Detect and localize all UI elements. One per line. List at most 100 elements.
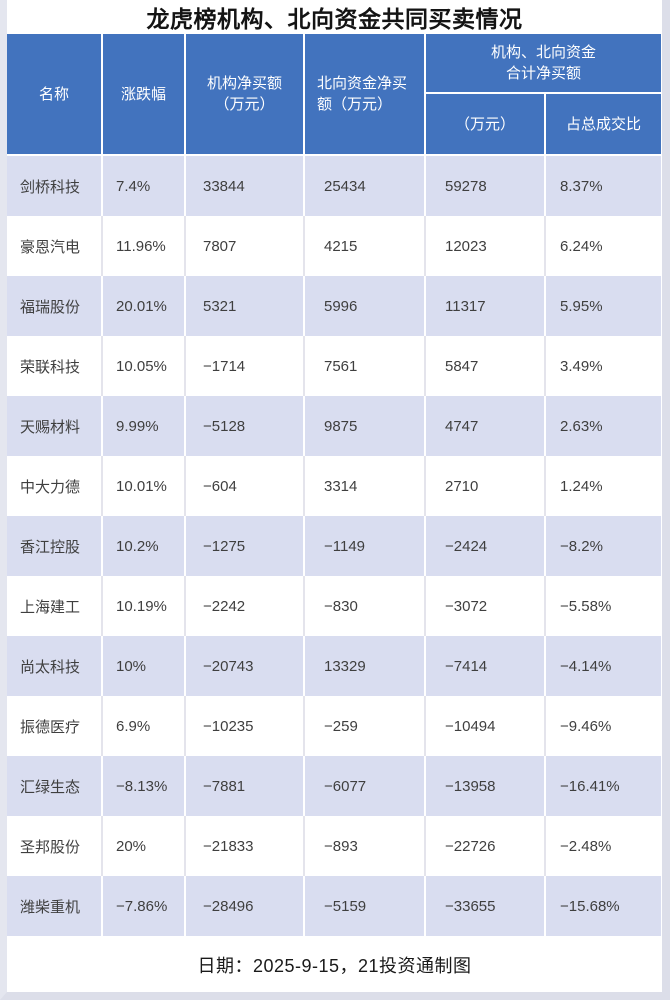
table-row: 天赐材料 9.99% −5128 9875 4747 2.63% (7, 396, 662, 456)
cell-north: 3314 (304, 456, 426, 516)
cell-change: 9.99% (102, 396, 186, 456)
cell-total: −33655 (425, 876, 546, 936)
cell-name: 振德医疗 (7, 696, 103, 756)
col-header-combined-amount: （万元） (425, 93, 546, 156)
table-row: 潍柴重机 −7.86% −28496 −5159 −33655 −15.68% (7, 876, 662, 936)
cell-name: 荣联科技 (7, 336, 103, 396)
table-row: 尚太科技 10% −20743 13329 −7414 −4.14% (7, 636, 662, 696)
col-header-inst-net-buy: 机构净买额 （万元） (185, 34, 305, 156)
cell-change: 10.01% (102, 456, 186, 516)
cell-ratio: −2.48% (545, 816, 662, 876)
cell-total: 11317 (425, 276, 546, 336)
cell-north: −830 (304, 576, 426, 636)
cell-inst: −2242 (185, 576, 305, 636)
cell-inst: 7807 (185, 216, 305, 276)
cell-name: 上海建工 (7, 576, 103, 636)
cell-ratio: −15.68% (545, 876, 662, 936)
cell-north: 9875 (304, 396, 426, 456)
cell-total: −7414 (425, 636, 546, 696)
cell-total: 59278 (425, 155, 546, 216)
cell-total: −2424 (425, 516, 546, 576)
cell-north: −893 (304, 816, 426, 876)
cell-name: 福瑞股份 (7, 276, 103, 336)
table-row: 汇绿生态 −8.13% −7881 −6077 −13958 −16.41% (7, 756, 662, 816)
cell-inst: −604 (185, 456, 305, 516)
cell-ratio: 5.95% (545, 276, 662, 336)
cell-total: 5847 (425, 336, 546, 396)
table-row: 福瑞股份 20.01% 5321 5996 11317 5.95% (7, 276, 662, 336)
table-row: 香江控股 10.2% −1275 −1149 −2424 −8.2% (7, 516, 662, 576)
cell-change: 10.2% (102, 516, 186, 576)
col-header-name: 名称 (7, 34, 103, 156)
cell-total: 4747 (425, 396, 546, 456)
cell-north: −6077 (304, 756, 426, 816)
cell-total: 2710 (425, 456, 546, 516)
col-header-change: 涨跌幅 (102, 34, 186, 156)
cell-change: 7.4% (102, 155, 186, 216)
cell-ratio: −4.14% (545, 636, 662, 696)
cell-name: 潍柴重机 (7, 876, 103, 936)
table-body: 剑桥科技 7.4% 33844 25434 59278 8.37% 豪恩汽电 11.96% 78… (7, 155, 662, 936)
cell-inst: 5321 (185, 276, 305, 336)
page-title: 龙虎榜机构、北向资金共同买卖情况 (146, 6, 523, 32)
cell-inst: −28496 (185, 876, 305, 936)
cell-change: 10.05% (102, 336, 186, 396)
cell-inst: −10235 (185, 696, 305, 756)
footer-note: 日期：2025-9-15，21投资通制图 (197, 955, 472, 976)
cell-change: −8.13% (102, 756, 186, 816)
table-row: 上海建工 10.19% −2242 −830 −3072 −5.58% (7, 576, 662, 636)
cell-name: 天赐材料 (7, 396, 103, 456)
cell-name: 汇绿生态 (7, 756, 103, 816)
cell-name: 尚太科技 (7, 636, 103, 696)
cell-inst: −5128 (185, 396, 305, 456)
col-header-combined-ratio: 占总成交比 (545, 93, 662, 156)
data-table: 名称 涨跌幅 机构净买额 （万元） 北向资金净买 额（万元） 机构、北向资金 合… (7, 34, 662, 936)
cell-inst: −7881 (185, 756, 305, 816)
cell-total: −10494 (425, 696, 546, 756)
cell-ratio: 8.37% (545, 155, 662, 216)
table-header: 名称 涨跌幅 机构净买额 （万元） 北向资金净买 额（万元） 机构、北向资金 合… (7, 34, 662, 156)
cell-inst: 33844 (185, 155, 305, 216)
cell-ratio: 6.24% (545, 216, 662, 276)
cell-north: −1149 (304, 516, 426, 576)
col-header-north-net-buy: 北向资金净买 额（万元） (304, 34, 426, 156)
cell-north: 4215 (304, 216, 426, 276)
table-row: 荣联科技 10.05% −1714 7561 5847 3.49% (7, 336, 662, 396)
cell-name: 香江控股 (7, 516, 103, 576)
table-row: 中大力德 10.01% −604 3314 2710 1.24% (7, 456, 662, 516)
cell-inst: −1275 (185, 516, 305, 576)
cell-north: 13329 (304, 636, 426, 696)
cell-total: −13958 (425, 756, 546, 816)
cell-change: 11.96% (102, 216, 186, 276)
cell-name: 中大力德 (7, 456, 103, 516)
cell-name: 剑桥科技 (7, 155, 103, 216)
table-row: 圣邦股份 20% −21833 −893 −22726 −2.48% (7, 816, 662, 876)
cell-change: 6.9% (102, 696, 186, 756)
cell-north: 25434 (304, 155, 426, 216)
cell-name: 圣邦股份 (7, 816, 103, 876)
cell-inst: −20743 (185, 636, 305, 696)
cell-ratio: 3.49% (545, 336, 662, 396)
cell-inst: −21833 (185, 816, 305, 876)
cell-change: −7.86% (102, 876, 186, 936)
cell-name: 豪恩汽电 (7, 216, 103, 276)
cell-north: −5159 (304, 876, 426, 936)
cell-ratio: 2.63% (545, 396, 662, 456)
cell-ratio: −16.41% (545, 756, 662, 816)
cell-change: 10.19% (102, 576, 186, 636)
cell-ratio: 1.24% (545, 456, 662, 516)
cell-change: 20.01% (102, 276, 186, 336)
cell-ratio: −8.2% (545, 516, 662, 576)
cell-total: −22726 (425, 816, 546, 876)
cell-north: 7561 (304, 336, 426, 396)
table-row: 剑桥科技 7.4% 33844 25434 59278 8.37% (7, 155, 662, 216)
cell-ratio: −9.46% (545, 696, 662, 756)
cell-north: 5996 (304, 276, 426, 336)
cell-change: 10% (102, 636, 186, 696)
cell-ratio: −5.58% (545, 576, 662, 636)
cell-inst: −1714 (185, 336, 305, 396)
table-row: 振德医疗 6.9% −10235 −259 −10494 −9.46% (7, 696, 662, 756)
table-row: 豪恩汽电 11.96% 7807 4215 12023 6.24% (7, 216, 662, 276)
cell-total: 12023 (425, 216, 546, 276)
